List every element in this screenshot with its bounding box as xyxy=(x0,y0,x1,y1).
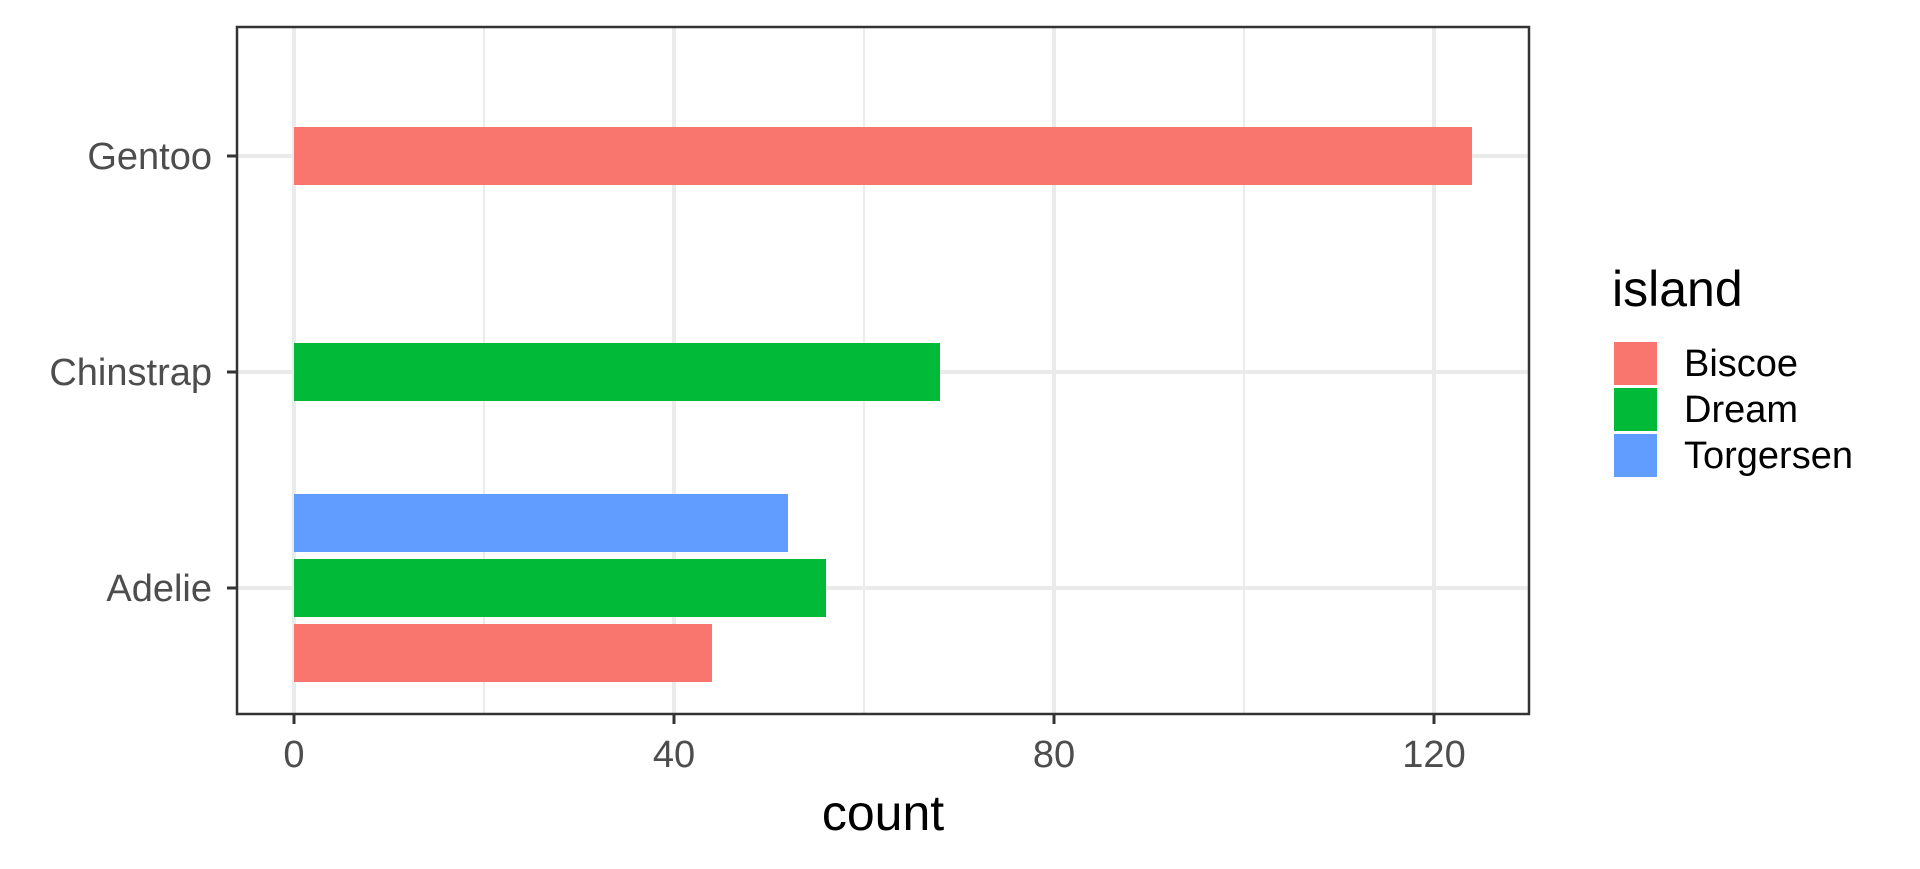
bar-adelie-dream xyxy=(294,559,826,617)
legend-key-biscoe xyxy=(1614,342,1657,385)
legend-label-dream: Dream xyxy=(1684,389,1798,431)
x-axis: 0 40 80 120 xyxy=(283,714,1466,776)
y-tick-label: Adelie xyxy=(106,568,212,610)
x-tick-label: 120 xyxy=(1402,734,1465,776)
bar-chinstrap-dream xyxy=(294,343,940,401)
x-tick-label: 80 xyxy=(1033,734,1075,776)
legend-key-dream xyxy=(1614,388,1657,431)
bar-adelie-biscoe xyxy=(294,624,712,682)
bar-adelie-torgersen xyxy=(294,494,788,552)
x-axis-title: count xyxy=(822,785,944,841)
x-tick-label: 40 xyxy=(653,734,695,776)
bars-layer xyxy=(294,127,1472,682)
y-tick-label: Chinstrap xyxy=(49,352,212,394)
legend-label-torgersen: Torgersen xyxy=(1684,435,1853,477)
x-tick-label: 0 xyxy=(283,734,304,776)
y-tick-label: Gentoo xyxy=(87,136,212,178)
y-axis: Adelie Chinstrap Gentoo xyxy=(49,136,237,610)
legend-title: island xyxy=(1612,261,1743,317)
legend-label-biscoe: Biscoe xyxy=(1684,343,1798,385)
bar-gentoo-biscoe xyxy=(294,127,1472,185)
legend-key-torgersen xyxy=(1614,434,1657,477)
